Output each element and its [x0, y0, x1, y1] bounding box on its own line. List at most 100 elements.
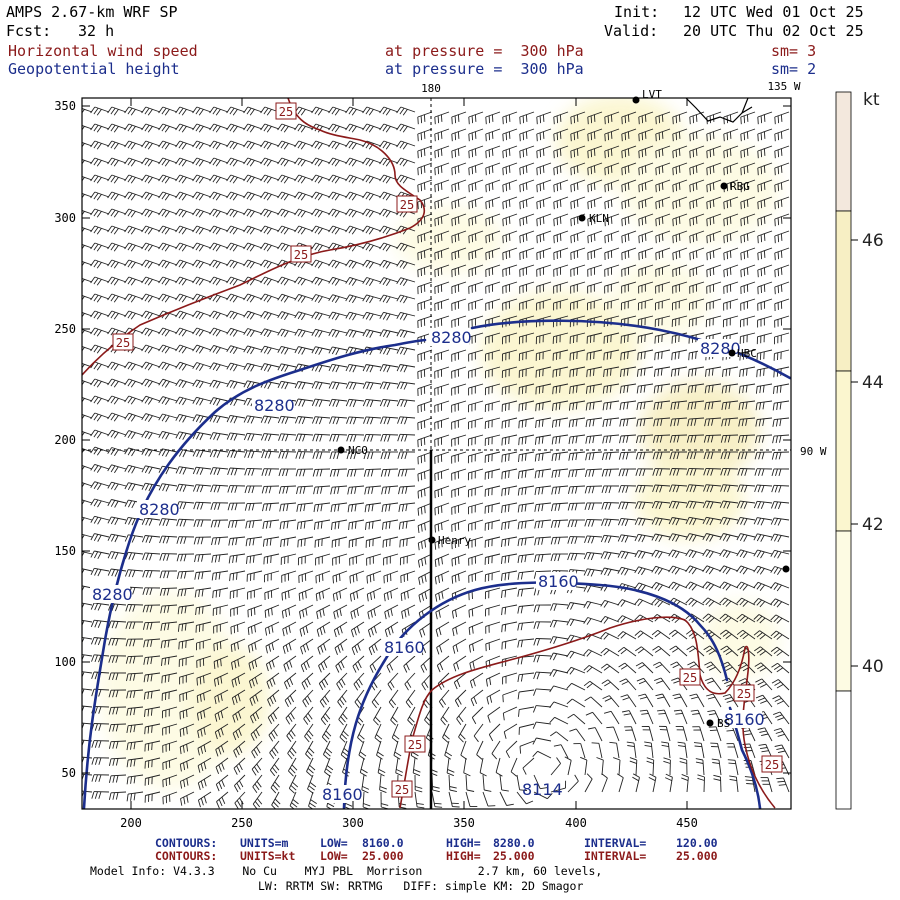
- wind-barb: [108, 791, 127, 800]
- wind-barb: [653, 366, 671, 377]
- wind-barb: [243, 310, 263, 320]
- wind-barb: [740, 179, 756, 193]
- wind-barb: [264, 621, 280, 636]
- wind-barb: [243, 157, 263, 167]
- wind-barb: [551, 485, 569, 495]
- wind-barb: [379, 294, 399, 304]
- wind-barb: [771, 679, 790, 691]
- wind-barb: [570, 196, 586, 210]
- wind-barb: [277, 191, 297, 201]
- wind-barb: [533, 688, 552, 696]
- wind-barb: [621, 128, 637, 142]
- wind-barb: [536, 162, 552, 176]
- wind-barb: [226, 242, 246, 252]
- wind-barb: [196, 689, 212, 704]
- wind-barb: [620, 366, 637, 377]
- wind-barb: [345, 398, 365, 408]
- wind-barb: [298, 570, 314, 584]
- wind-barb: [754, 662, 773, 674]
- wind-barb: [586, 349, 603, 361]
- wind-barb: [141, 535, 161, 544]
- wind-barb: [704, 383, 722, 394]
- wind-barb: [516, 791, 534, 805]
- wind-barb: [587, 247, 603, 261]
- wind-barb: [604, 213, 620, 227]
- wind-barb: [175, 140, 195, 150]
- wind-barb: [400, 587, 416, 601]
- wind-barb: [299, 604, 314, 619]
- wind-barb: [231, 689, 246, 706]
- wind-barb: [755, 400, 773, 411]
- wind-barb: [82, 346, 93, 352]
- wind-barb: [535, 383, 552, 395]
- wind-barb: [126, 672, 144, 682]
- wind-barb: [175, 361, 195, 371]
- wind-barb: [107, 106, 127, 116]
- coastline-segment: [685, 98, 753, 123]
- wind-barb: [82, 244, 93, 250]
- wind-barb: [396, 259, 416, 269]
- wind-barb: [262, 536, 280, 547]
- wind-barb: [570, 281, 586, 294]
- wind-barb: [501, 434, 518, 446]
- wind-barb: [568, 468, 586, 478]
- wind-barb: [723, 213, 739, 227]
- wind-barb: [568, 400, 586, 411]
- wind-barb: [651, 581, 671, 592]
- wind-barb: [638, 179, 654, 193]
- wind-barb: [215, 757, 229, 774]
- wind-barb: [519, 230, 535, 244]
- wind-contour-label: 25: [404, 735, 426, 753]
- wind-barb: [753, 533, 773, 542]
- wind-barb: [668, 533, 688, 542]
- wind-barb: [723, 196, 739, 210]
- wind-barb: [280, 553, 297, 565]
- wind-barb: [82, 619, 93, 627]
- wind-barb: [386, 655, 399, 673]
- wind-barb: [468, 230, 484, 244]
- wind-barb: [697, 774, 705, 793]
- wind-barb: [226, 293, 246, 303]
- wind-barb: [107, 293, 127, 303]
- wind-barb: [652, 468, 671, 476]
- wind-barb: [484, 400, 501, 413]
- wind-barb: [689, 264, 705, 278]
- wind-barb: [502, 264, 518, 277]
- wind-barb: [617, 534, 637, 543]
- field1-smoothing: sm= 3: [771, 42, 817, 60]
- wind-barb: [434, 400, 450, 413]
- wind-barb: [296, 502, 314, 512]
- wind-barb: [602, 383, 620, 394]
- wind-barb: [262, 502, 280, 512]
- wind-barb: [141, 310, 161, 320]
- wind-barb: [277, 208, 297, 218]
- wind-barb: [209, 310, 229, 320]
- wind-barb: [345, 329, 365, 338]
- wind-barb: [706, 179, 722, 193]
- wind-barb: [619, 400, 637, 411]
- wind-barb: [713, 774, 722, 793]
- wind-barb: [638, 247, 654, 261]
- wind-barb: [211, 553, 229, 563]
- wind-barb: [82, 533, 93, 540]
- wind-barb: [363, 468, 382, 477]
- wind-barb: [227, 519, 246, 528]
- wind-barb: [467, 468, 484, 481]
- wind-barb: [661, 741, 671, 759]
- wind-barb: [380, 468, 399, 477]
- wind-barb: [396, 294, 416, 304]
- wind-barb: [228, 536, 246, 546]
- wind-barb: [141, 123, 161, 133]
- wind-barb: [502, 179, 518, 193]
- wind-barb: [144, 723, 161, 735]
- wind-barb: [192, 327, 212, 337]
- wind-barb: [243, 328, 263, 337]
- wind-barb: [347, 502, 365, 513]
- wind-barb: [737, 484, 756, 493]
- wind-barb: [248, 672, 263, 689]
- wind-barb: [107, 225, 127, 235]
- wind-barb: [397, 433, 416, 442]
- wind-barb: [549, 701, 569, 708]
- wind-barb: [244, 467, 263, 476]
- footer-wind-low: 25.000: [362, 849, 404, 863]
